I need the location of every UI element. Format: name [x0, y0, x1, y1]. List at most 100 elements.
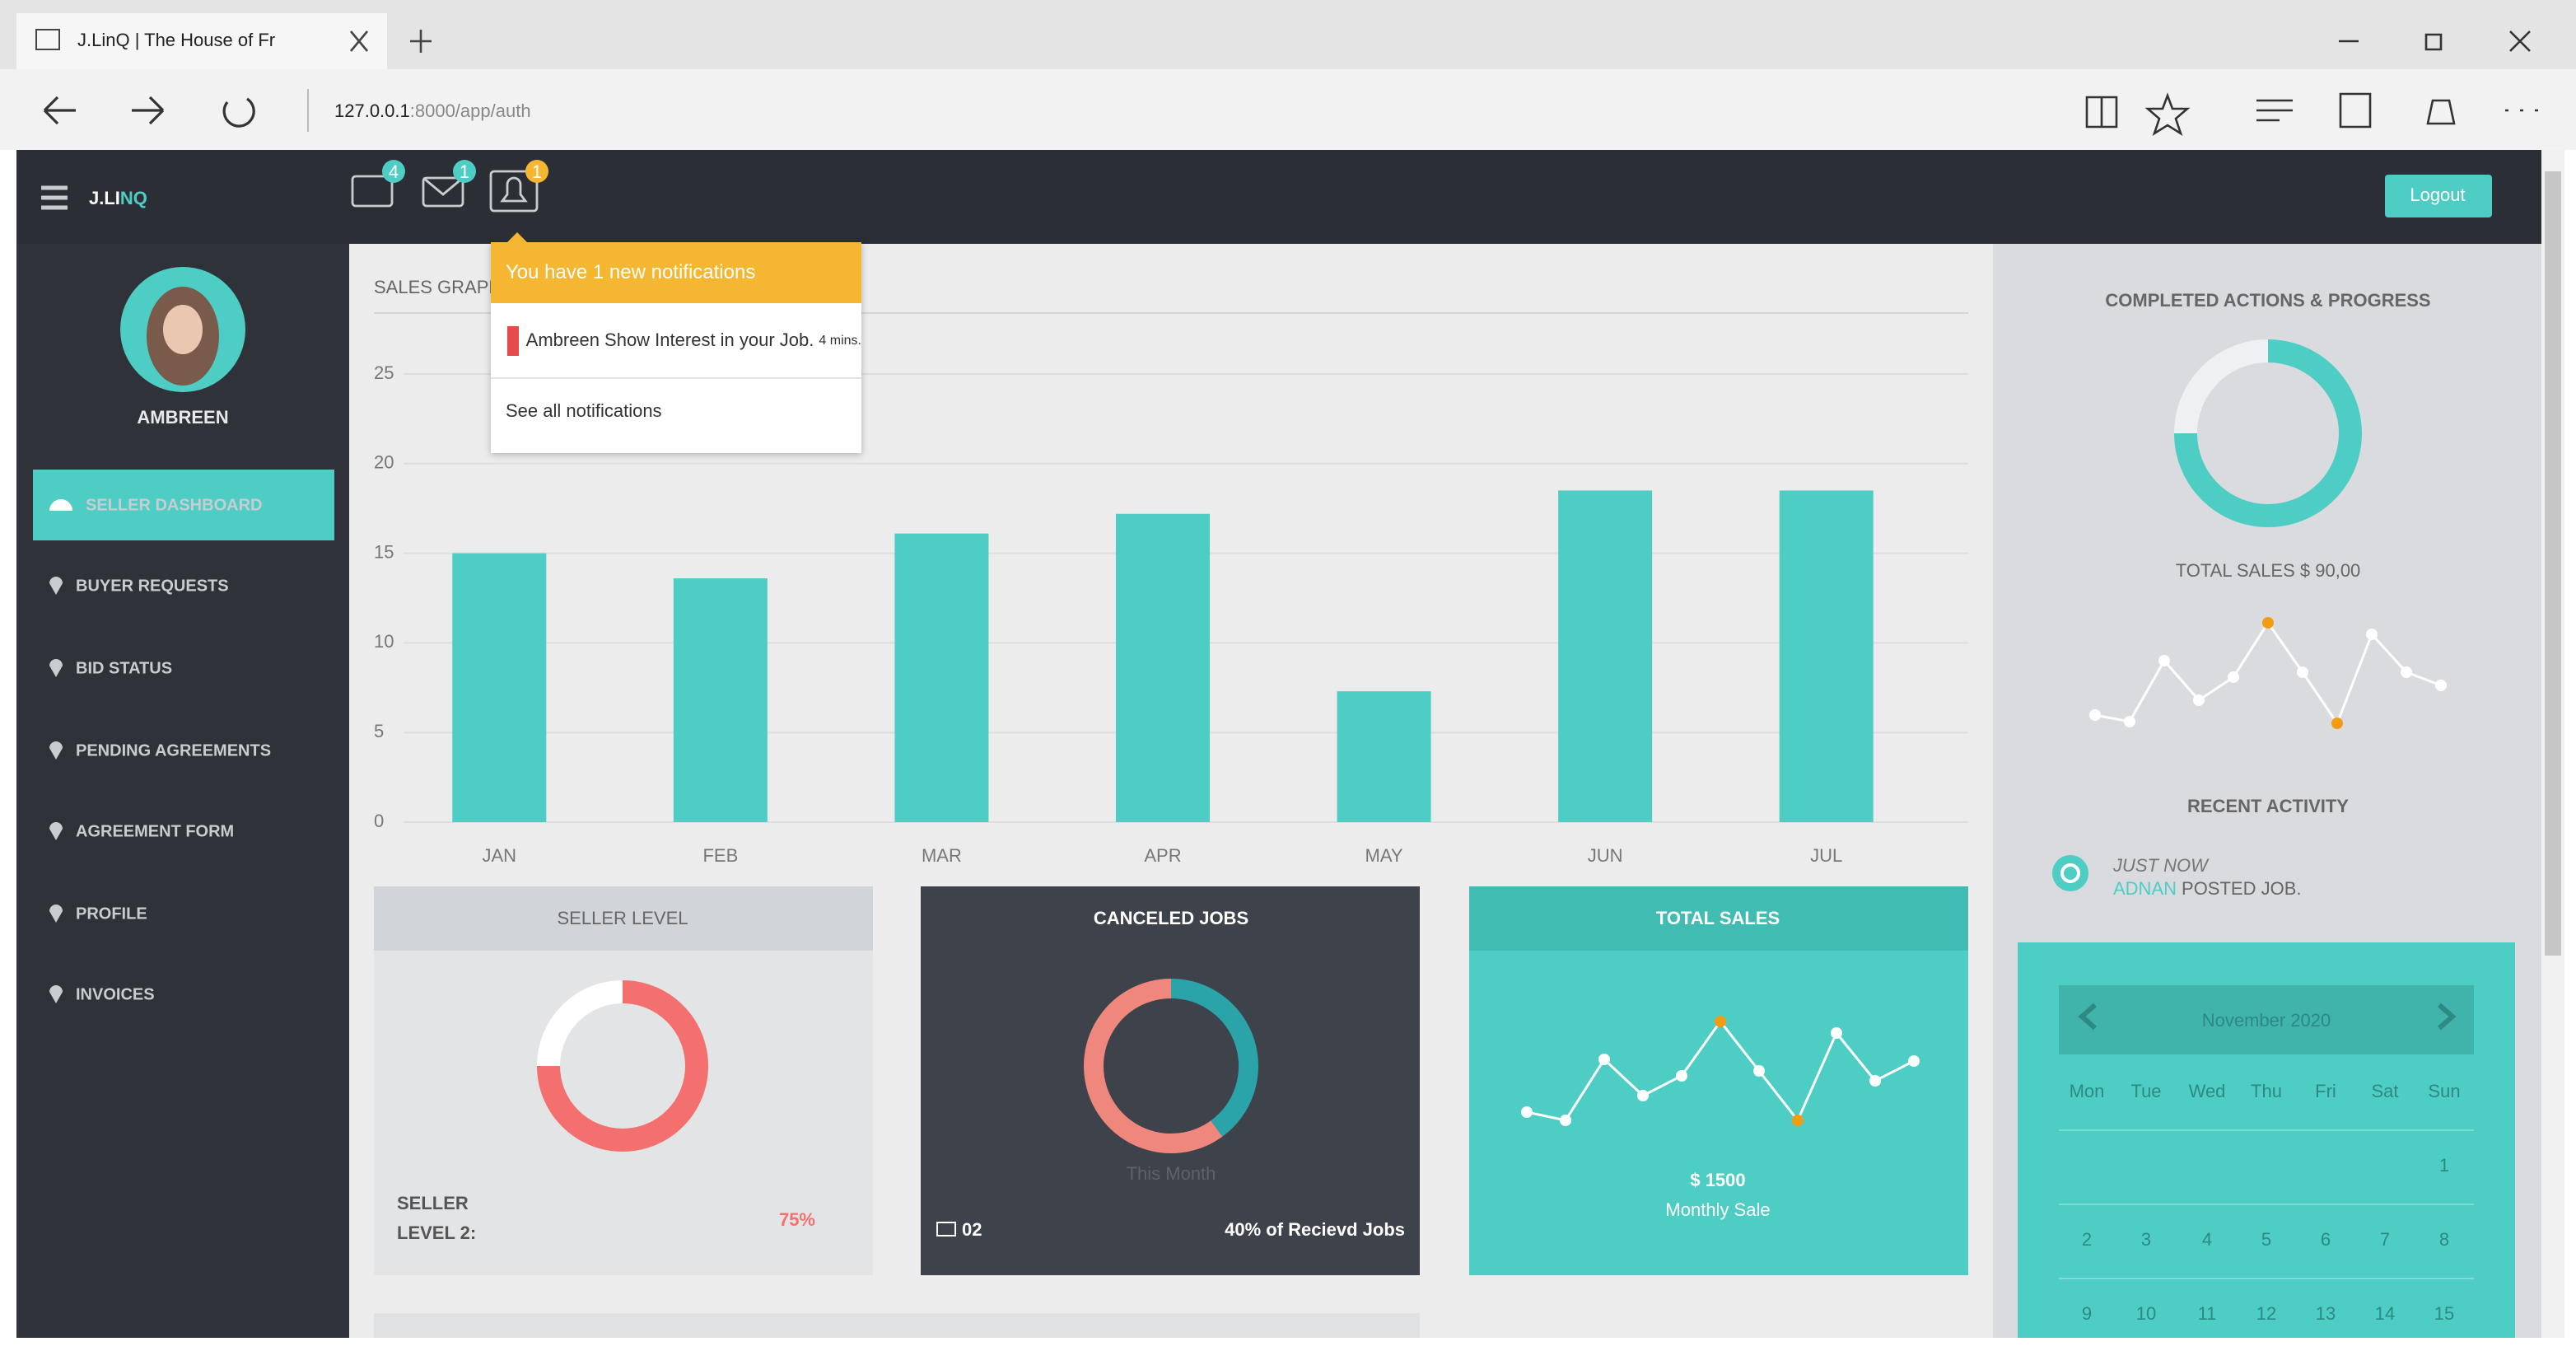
logout-label[interactable]: Logout — [2410, 185, 2465, 205]
menu-item[interactable]: PENDING AGREEMENTS — [76, 741, 271, 760]
x-tick-label: FEB — [702, 845, 738, 866]
seller-card-header — [374, 886, 873, 951]
bar — [1779, 490, 1874, 822]
menu-toggle[interactable] — [41, 185, 68, 210]
next-card — [374, 1313, 1420, 1338]
donut-segment — [1170, 979, 1258, 1137]
day[interactable]: 5 — [2261, 1229, 2271, 1250]
card-title: TOTAL SALES — [1656, 908, 1780, 928]
sidebar-menu: SELLER DASHBOARD BUYER REQUESTS BID STATUS… — [49, 496, 271, 1003]
day[interactable]: 6 — [2321, 1229, 2331, 1250]
toolbar-icons[interactable] — [2085, 92, 2538, 137]
menu-icon — [49, 741, 63, 760]
scrollbar-thumb[interactable] — [2545, 171, 2561, 956]
notification-icon — [507, 325, 520, 355]
y-tick-label: 0 — [374, 811, 384, 831]
menu-icon — [49, 499, 72, 511]
active-menu[interactable] — [33, 470, 334, 540]
point — [2366, 629, 2378, 640]
bar — [673, 578, 768, 822]
bar — [1116, 513, 1210, 822]
activity-icon — [2052, 855, 2088, 891]
weekday: Tue — [2130, 1081, 2161, 1101]
logo-text[interactable]: J.LI — [89, 188, 120, 208]
tab-title[interactable]: J.LinQ | The House of Fr — [77, 30, 275, 50]
logo[interactable]: J.LINQ — [89, 188, 147, 208]
url-path[interactable]: :8000/app/auth — [410, 101, 531, 121]
see-all[interactable]: See all notifications — [506, 402, 662, 422]
y-tick-label: 5 — [374, 721, 384, 741]
point — [2089, 709, 2101, 721]
user-name: AMBREEN — [137, 407, 228, 428]
point — [2158, 655, 2170, 666]
day[interactable]: 1 — [2439, 1155, 2449, 1176]
tab[interactable] — [16, 13, 387, 69]
day[interactable]: 9 — [2082, 1303, 2092, 1324]
tasks-icon[interactable] — [351, 175, 394, 208]
menu-item[interactable]: BID STATUS — [76, 659, 172, 677]
bell-box[interactable] — [489, 170, 539, 213]
mail-icon[interactable] — [422, 176, 464, 208]
jobs-icon — [936, 1222, 956, 1236]
popup-arrow — [507, 232, 527, 242]
notification-popup: You have 1 new notifications Ambreen Sho… — [491, 232, 861, 453]
weekday: Fri — [2315, 1081, 2336, 1101]
address-bar — [0, 69, 2576, 150]
nav-buttons[interactable] — [43, 96, 255, 128]
popup-title: You have 1 new notifications — [491, 242, 861, 303]
tab-buttons[interactable] — [350, 30, 432, 53]
x-tick-label: JAN — [483, 845, 517, 866]
calendar-arrows[interactable] — [2078, 1003, 2457, 1031]
y-tick-label: 20 — [374, 452, 394, 473]
day[interactable]: 4 — [2202, 1229, 2212, 1250]
avatar-face — [163, 305, 203, 354]
day[interactable]: 10 — [2136, 1303, 2156, 1324]
calendar-month: November 2020 — [2202, 1010, 2331, 1031]
menu-item[interactable]: INVOICES — [76, 985, 155, 1003]
calendar-header — [2059, 985, 2474, 1054]
x-tick-label: APR — [1144, 845, 1181, 866]
bottom-edge — [0, 1338, 2576, 1351]
y-tick-label: 10 — [374, 631, 394, 652]
activity-user[interactable]: ADNAN — [2113, 878, 2177, 899]
header-icons[interactable] — [351, 170, 539, 213]
day[interactable]: 14 — [2375, 1303, 2395, 1324]
logo-accent[interactable]: NQ — [120, 188, 147, 208]
menu-item[interactable]: AGREEMENT FORM — [76, 822, 234, 840]
panel-title: RECENT ACTIVITY — [2187, 796, 2349, 816]
mail-flap — [422, 176, 464, 196]
url-host[interactable]: 127.0.0.1 — [334, 101, 410, 121]
day[interactable]: 7 — [2380, 1229, 2390, 1250]
day[interactable]: 12 — [2256, 1303, 2276, 1324]
point — [1715, 1016, 1726, 1027]
menu-icon — [49, 577, 63, 595]
weekday: Sat — [2371, 1081, 2398, 1101]
day[interactable]: 13 — [2316, 1303, 2336, 1324]
x-tick-label: MAR — [922, 845, 962, 866]
menu-item[interactable]: BUYER REQUESTS — [76, 577, 229, 595]
donut-segment — [537, 980, 623, 1067]
weekday: Wed — [2189, 1081, 2226, 1101]
menu-item[interactable]: SELLER DASHBOARD — [86, 496, 262, 514]
caption: Monthly Sale — [1665, 1199, 1770, 1220]
day[interactable]: 11 — [2198, 1303, 2217, 1324]
day[interactable]: 3 — [2141, 1229, 2151, 1250]
menu-item[interactable]: PROFILE — [76, 905, 147, 923]
badge-count: 1 — [460, 161, 469, 182]
day[interactable]: 15 — [2434, 1303, 2454, 1324]
menu-icon — [49, 822, 63, 840]
period: This Month — [1127, 1163, 1216, 1184]
day[interactable]: 8 — [2439, 1229, 2449, 1250]
weekday: Thu — [2251, 1081, 2282, 1101]
menu-icon — [49, 659, 63, 677]
notification-text[interactable]: Ambreen Show Interest in your Job. — [525, 330, 814, 350]
day[interactable]: 2 — [2082, 1229, 2092, 1250]
url[interactable]: 127.0.0.1:8000/app/auth — [334, 101, 531, 121]
logout-button[interactable] — [2385, 175, 2492, 217]
notification-item[interactable]: Ambreen Show Interest in your Job. 4 mins… — [491, 303, 861, 379]
x-tick-label: MAY — [1365, 845, 1403, 866]
window-controls[interactable] — [2339, 30, 2531, 52]
notification-time: 4 mins. — [819, 333, 861, 348]
tab-icon — [35, 29, 60, 50]
